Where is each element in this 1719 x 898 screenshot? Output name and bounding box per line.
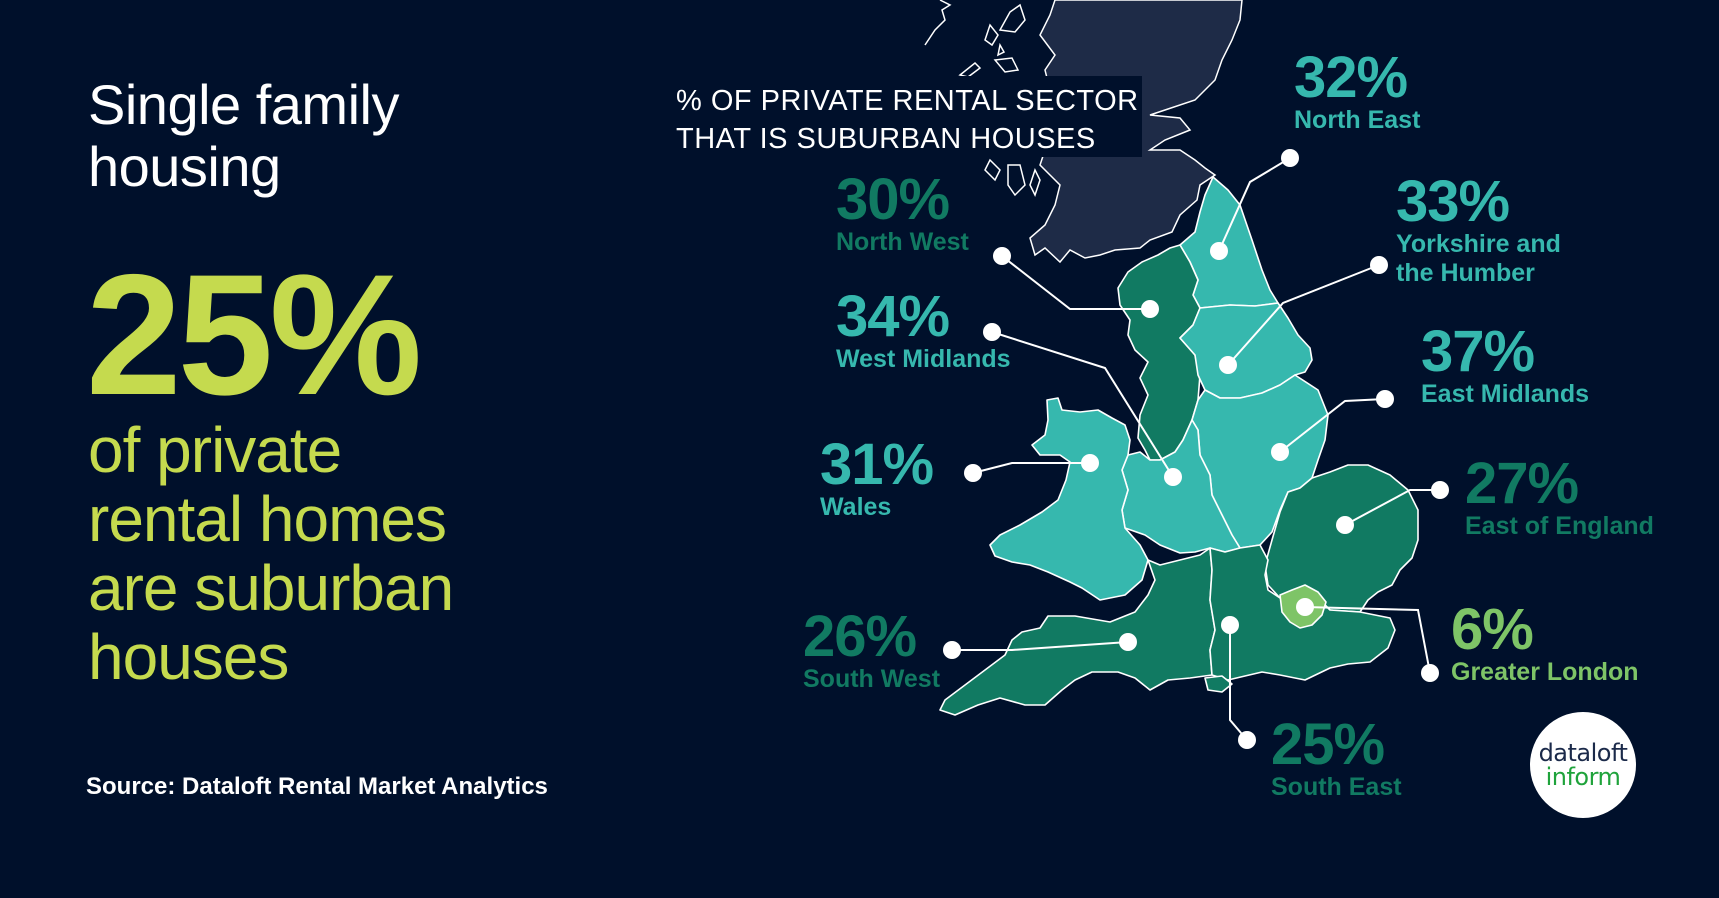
hero-stat-description: of private rental homes are suburban hou… xyxy=(88,414,454,693)
label-name: East Midlands xyxy=(1421,380,1590,408)
source-note: Source: Dataloft Rental Market Analytics xyxy=(86,773,548,800)
logo-text-inform: inform xyxy=(1545,763,1621,791)
label-name-line-2: the Humber xyxy=(1396,259,1535,287)
label-value: 26% xyxy=(803,604,917,669)
label-name: North West xyxy=(836,228,969,256)
label-yorkshire-humber: 33% Yorkshire and the Humber xyxy=(1396,169,1561,288)
label-south-east: 25% South East xyxy=(1271,712,1402,802)
dataloft-inform-logo: dataloft inform xyxy=(1530,712,1636,818)
label-name: South West xyxy=(803,665,941,693)
label-name: South East xyxy=(1271,773,1402,801)
map-title: % OF PRIVATE RENTAL SECTOR THAT IS SUBUR… xyxy=(660,76,1142,157)
hero-desc-line: houses xyxy=(88,621,289,693)
label-value: 32% xyxy=(1294,45,1408,110)
headline: Single family housing xyxy=(88,74,399,198)
label-east-of-england: 27% East of England xyxy=(1465,451,1654,541)
label-name: Wales xyxy=(820,493,892,521)
region-wales[interactable] xyxy=(989,397,1149,601)
region-east-of-england[interactable] xyxy=(1264,464,1419,613)
hero-stat-value: 25% xyxy=(86,239,422,431)
label-south-west: 26% South West xyxy=(803,604,941,694)
leader-lines xyxy=(952,157,1440,741)
headline-line-1: Single family xyxy=(88,73,399,136)
isle-of-wight xyxy=(1204,675,1233,693)
headline-line-2: housing xyxy=(88,135,281,198)
leader-dots xyxy=(943,149,1449,749)
label-value: 33% xyxy=(1396,169,1510,234)
logo-text-dataloft: dataloft xyxy=(1538,739,1628,767)
label-north-east: 32% North East xyxy=(1294,45,1421,135)
label-greater-london: 6% Greater London xyxy=(1451,597,1639,687)
label-wales: 31% Wales xyxy=(820,432,934,522)
label-east-midlands: 37% East Midlands xyxy=(1421,319,1590,409)
label-name: East of England xyxy=(1465,512,1654,540)
hero-desc-line: rental homes xyxy=(88,483,447,555)
label-value: 31% xyxy=(820,432,934,497)
map-title-line-1: % OF PRIVATE RENTAL SECTOR xyxy=(676,85,1139,117)
label-value: 6% xyxy=(1451,597,1534,662)
label-value: 25% xyxy=(1271,712,1385,777)
hero-desc-line: are suburban xyxy=(88,552,454,624)
label-value: 27% xyxy=(1465,451,1579,516)
label-west-midlands: 34% West Midlands xyxy=(836,284,1011,374)
label-name: Yorkshire and xyxy=(1396,230,1561,258)
label-north-west: 30% North West xyxy=(836,167,969,257)
map-title-line-2: THAT IS SUBURBAN HOUSES xyxy=(676,123,1096,155)
label-value: 30% xyxy=(836,167,950,232)
label-name: North East xyxy=(1294,106,1421,134)
label-name: West Midlands xyxy=(836,345,1011,373)
hero-desc-line: of private xyxy=(88,414,342,486)
label-value: 34% xyxy=(836,284,950,349)
label-name: Greater London xyxy=(1451,658,1639,686)
label-value: 37% xyxy=(1421,319,1535,384)
